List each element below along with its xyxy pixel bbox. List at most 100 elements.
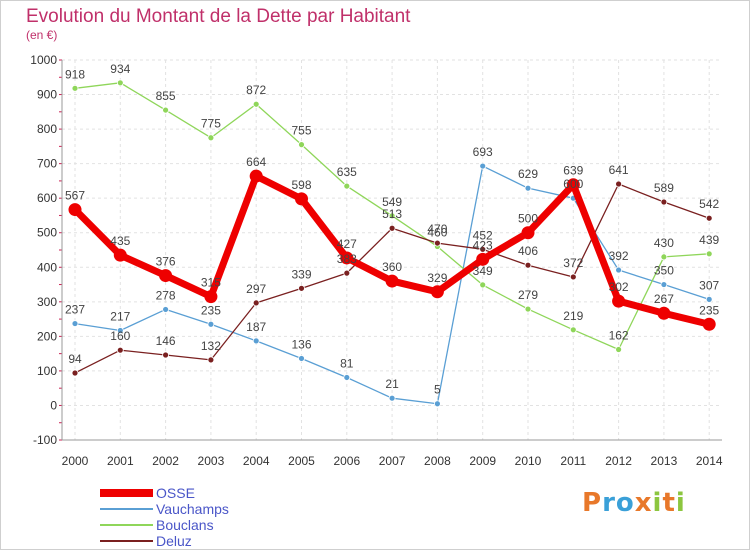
- data-label: 600: [563, 177, 583, 191]
- data-point: [433, 239, 441, 247]
- data-point: [566, 178, 580, 192]
- y-tick-label: 1000: [30, 53, 57, 67]
- data-labels: 237 217 278 235 187 136 81 21 5 693 629 600 392 350 30…: [65, 62, 720, 397]
- data-label: 219: [563, 309, 583, 323]
- data-point: [660, 198, 668, 206]
- data-point: [705, 214, 713, 222]
- data-point: [343, 182, 351, 190]
- logo-letter: t: [662, 488, 676, 518]
- legend-label: OSSE: [156, 485, 195, 501]
- data-point: [615, 266, 622, 274]
- legend-label: Bouclans: [156, 517, 214, 533]
- data-label: 160: [110, 329, 130, 343]
- data-label: 350: [654, 264, 674, 278]
- data-label: 513: [382, 207, 402, 221]
- data-point: [162, 106, 170, 114]
- data-label: 872: [246, 83, 266, 97]
- data-point: [159, 269, 173, 283]
- data-label: 279: [518, 288, 538, 302]
- data-label: 500: [518, 212, 538, 226]
- data-label: 460: [427, 226, 447, 240]
- y-tick-label: 200: [37, 329, 57, 343]
- data-point: [343, 374, 351, 381]
- y-tick-label: 800: [37, 122, 57, 136]
- y-tick-label: 900: [37, 88, 57, 102]
- data-label: 21: [385, 377, 399, 391]
- data-point: [433, 400, 441, 408]
- axes: -100 0 100 200 300 400 500 600 700 800 900 1000 2000…: [30, 53, 723, 468]
- data-point: [298, 141, 305, 149]
- data-label: 639: [563, 164, 583, 178]
- data-point: [343, 269, 351, 277]
- data-point: [116, 327, 124, 334]
- data-label: 329: [427, 271, 447, 285]
- y-tick-label: 500: [37, 226, 57, 240]
- data-label: 302: [609, 280, 629, 294]
- data-point: [252, 299, 260, 307]
- data-label: 470: [427, 222, 447, 236]
- data-label: 278: [156, 288, 176, 302]
- data-point: [71, 369, 79, 377]
- data-point: [660, 253, 668, 261]
- data-label: 549: [382, 195, 402, 209]
- data-point: [569, 273, 577, 281]
- x-tick-label: 2000: [62, 454, 89, 468]
- data-point: [612, 294, 626, 308]
- data-label: 360: [382, 260, 402, 274]
- data-point: [476, 252, 490, 266]
- logo-letter: i: [652, 488, 663, 518]
- data-label: 307: [699, 278, 719, 292]
- data-point: [479, 162, 487, 170]
- logo-letter: r: [602, 488, 616, 518]
- data-point: [479, 245, 487, 253]
- data-label: 435: [110, 234, 130, 248]
- x-tick-label: 2002: [152, 454, 179, 468]
- data-label: 439: [699, 233, 719, 247]
- data-label: 664: [246, 155, 266, 169]
- data-point: [204, 290, 218, 304]
- series-lines: [68, 79, 716, 408]
- data-label: 383: [337, 252, 357, 266]
- data-label: 693: [473, 145, 493, 159]
- x-tick-label: 2010: [515, 454, 542, 468]
- data-label: 855: [156, 89, 176, 103]
- x-tick-label: 2009: [469, 454, 496, 468]
- data-point: [524, 305, 532, 313]
- x-tick-label: 2003: [198, 454, 225, 468]
- data-point: [207, 134, 215, 142]
- y-tick-label: 300: [37, 295, 57, 309]
- data-label: 349: [473, 264, 493, 278]
- data-point: [71, 320, 79, 327]
- data-point: [71, 84, 79, 92]
- data-point: [524, 184, 532, 192]
- data-point: [162, 351, 170, 359]
- data-label: 94: [68, 352, 82, 366]
- data-point: [298, 355, 305, 362]
- y-tick-label: 100: [37, 364, 57, 378]
- data-point: [207, 356, 215, 364]
- data-label: 934: [110, 62, 130, 76]
- data-label: 297: [246, 282, 266, 296]
- data-label: 775: [201, 117, 221, 131]
- data-label: 598: [291, 178, 311, 192]
- x-tick-label: 2001: [107, 454, 134, 468]
- data-label: 5: [434, 383, 441, 397]
- data-point: [162, 306, 170, 313]
- y-tick-label: -100: [33, 433, 57, 447]
- data-point: [569, 326, 577, 334]
- data-point: [116, 79, 124, 87]
- data-point: [660, 281, 668, 288]
- data-label: 187: [246, 320, 266, 334]
- data-point: [479, 281, 487, 289]
- data-point: [430, 285, 444, 299]
- data-label: 918: [65, 67, 85, 81]
- data-point: [68, 203, 82, 217]
- data-point: [116, 346, 124, 354]
- data-point: [615, 180, 622, 188]
- data-label: 755: [291, 124, 311, 138]
- data-label: 392: [609, 249, 629, 263]
- data-label: 376: [156, 255, 176, 269]
- logo-letter: o: [615, 488, 635, 518]
